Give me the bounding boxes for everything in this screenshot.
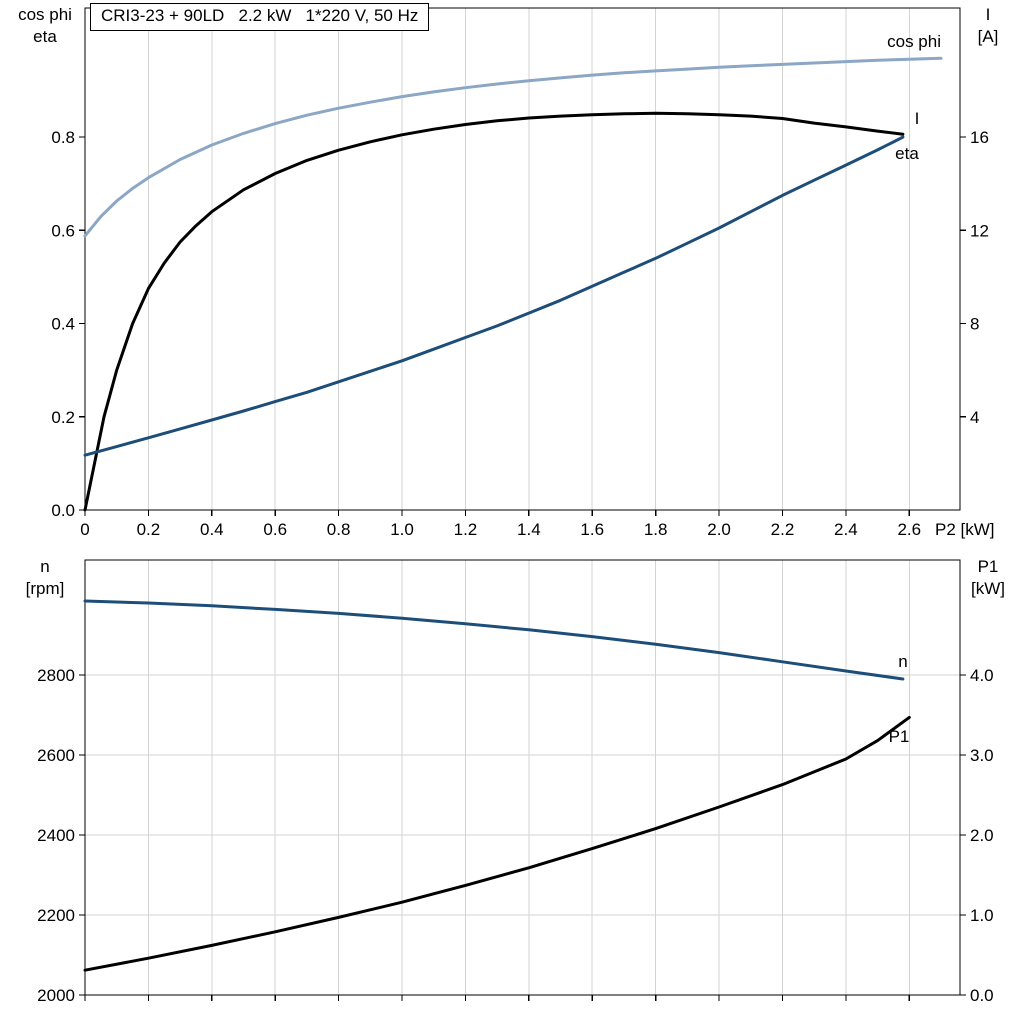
x-tick-label: 0.4: [200, 520, 224, 539]
right-axis-title: I: [986, 5, 991, 24]
y-left-tick-label: 2600: [37, 746, 75, 765]
series-curve-p1: [83, 715, 911, 972]
x-tick-label: 2.2: [771, 520, 795, 539]
y-right-tick-label: 4.0: [970, 666, 994, 685]
x-tick-label: 2.0: [707, 520, 731, 539]
right-axis-title: [kW]: [971, 579, 1005, 598]
series-label-cos-phi: cos phi: [887, 32, 941, 51]
y-right-tick-label: 16: [970, 128, 989, 147]
right-axis-title: [A]: [978, 27, 999, 46]
x-tick-label: 1.4: [517, 520, 541, 539]
series-label-p1: P1: [889, 727, 910, 746]
y-right-tick-label: 2.0: [970, 826, 994, 845]
y-left-tick-label: 2800: [37, 666, 75, 685]
chart-title-box: CRI3-23 + 90LD 2.2 kW 1*220 V, 50 Hz: [90, 3, 430, 31]
y-left-tick-label: 2200: [37, 906, 75, 925]
y-right-tick-label: 3.0: [970, 746, 994, 765]
y-left-tick-label: 0.4: [51, 315, 75, 334]
left-axis-title: cos phi: [18, 5, 72, 24]
y-left-tick-label: 2400: [37, 826, 75, 845]
right-axis-title: P1: [978, 557, 999, 576]
y-right-tick-label: 4: [970, 408, 979, 427]
x-tick-label: 0.2: [137, 520, 161, 539]
plot-frame: [84, 559, 961, 996]
series-label-eta: eta: [895, 144, 919, 163]
plot-frame: [84, 7, 961, 511]
y-left-tick-label: 2000: [37, 986, 75, 1005]
x-axis-unit-label: P2 [kW]: [935, 520, 995, 539]
x-tick-label: 0.8: [327, 520, 351, 539]
series-curve-i: [83, 135, 905, 457]
x-tick-label: 0: [80, 520, 89, 539]
series-curve-n: [83, 599, 905, 681]
x-tick-label: 1.6: [580, 520, 604, 539]
y-right-tick-label: 0.0: [970, 986, 994, 1005]
y-left-tick-label: 0.6: [51, 221, 75, 240]
series-curve-eta: [83, 111, 905, 512]
y-right-tick-label: 8: [970, 315, 979, 334]
y-right-tick-label: 12: [970, 221, 989, 240]
x-tick-label: 1.2: [454, 520, 478, 539]
series-label-i: I: [915, 109, 920, 128]
left-axis-title: n: [40, 557, 49, 576]
series-curve-cos-phi: [83, 56, 943, 238]
left-axis-title: eta: [33, 27, 57, 46]
x-tick-label: 1.0: [390, 520, 414, 539]
y-left-tick-label: 0.8: [51, 128, 75, 147]
x-tick-label: 0.6: [263, 520, 287, 539]
x-tick-label: 1.8: [644, 520, 668, 539]
y-right-tick-label: 1.0: [970, 906, 994, 925]
y-left-tick-label: 0.2: [51, 408, 75, 427]
series-label-n: n: [898, 652, 907, 671]
x-tick-label: 2.4: [834, 520, 858, 539]
left-axis-title: [rpm]: [26, 579, 65, 598]
x-tick-label: 2.6: [897, 520, 921, 539]
y-left-tick-label: 0.0: [51, 501, 75, 520]
